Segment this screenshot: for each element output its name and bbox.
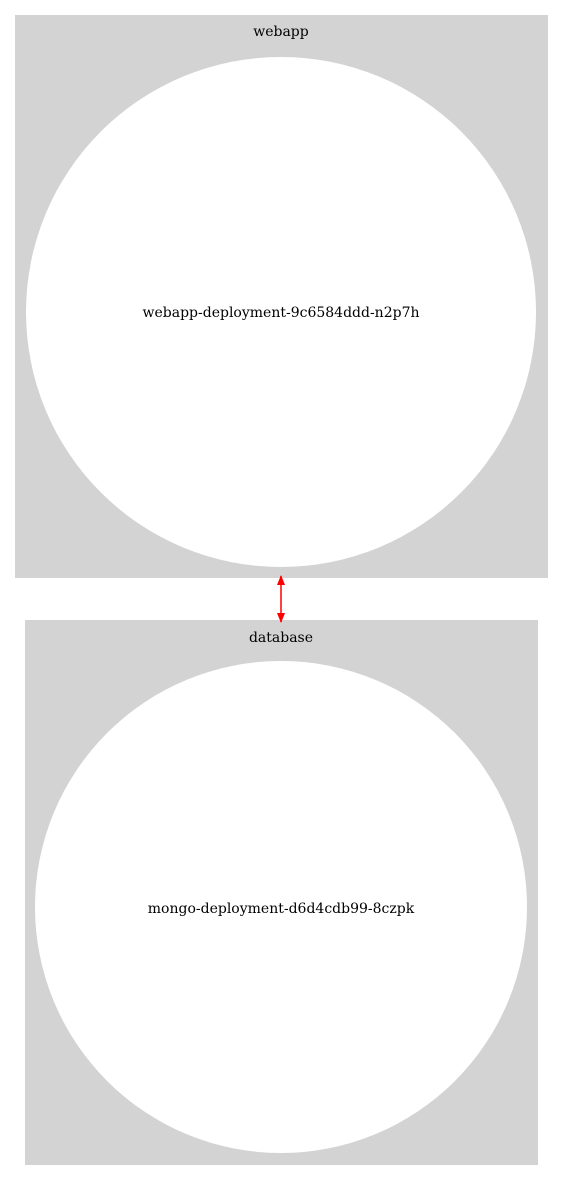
node-webapp-pod-label: webapp-deployment-9c6584ddd-n2p7h (143, 305, 420, 321)
cluster-database-label: database (249, 630, 313, 646)
node-webapp-pod[interactable]: webapp-deployment-9c6584ddd-n2p7h (26, 57, 536, 567)
cluster-webapp-label: webapp (253, 24, 309, 40)
node-mongo-pod[interactable]: mongo-deployment-d6d4cdb99-8czpk (35, 661, 527, 1153)
node-mongo-pod-circle[interactable] (35, 661, 527, 1153)
node-webapp-pod-circle[interactable] (26, 57, 536, 567)
node-mongo-pod-label: mongo-deployment-d6d4cdb99-8czpk (148, 901, 415, 917)
